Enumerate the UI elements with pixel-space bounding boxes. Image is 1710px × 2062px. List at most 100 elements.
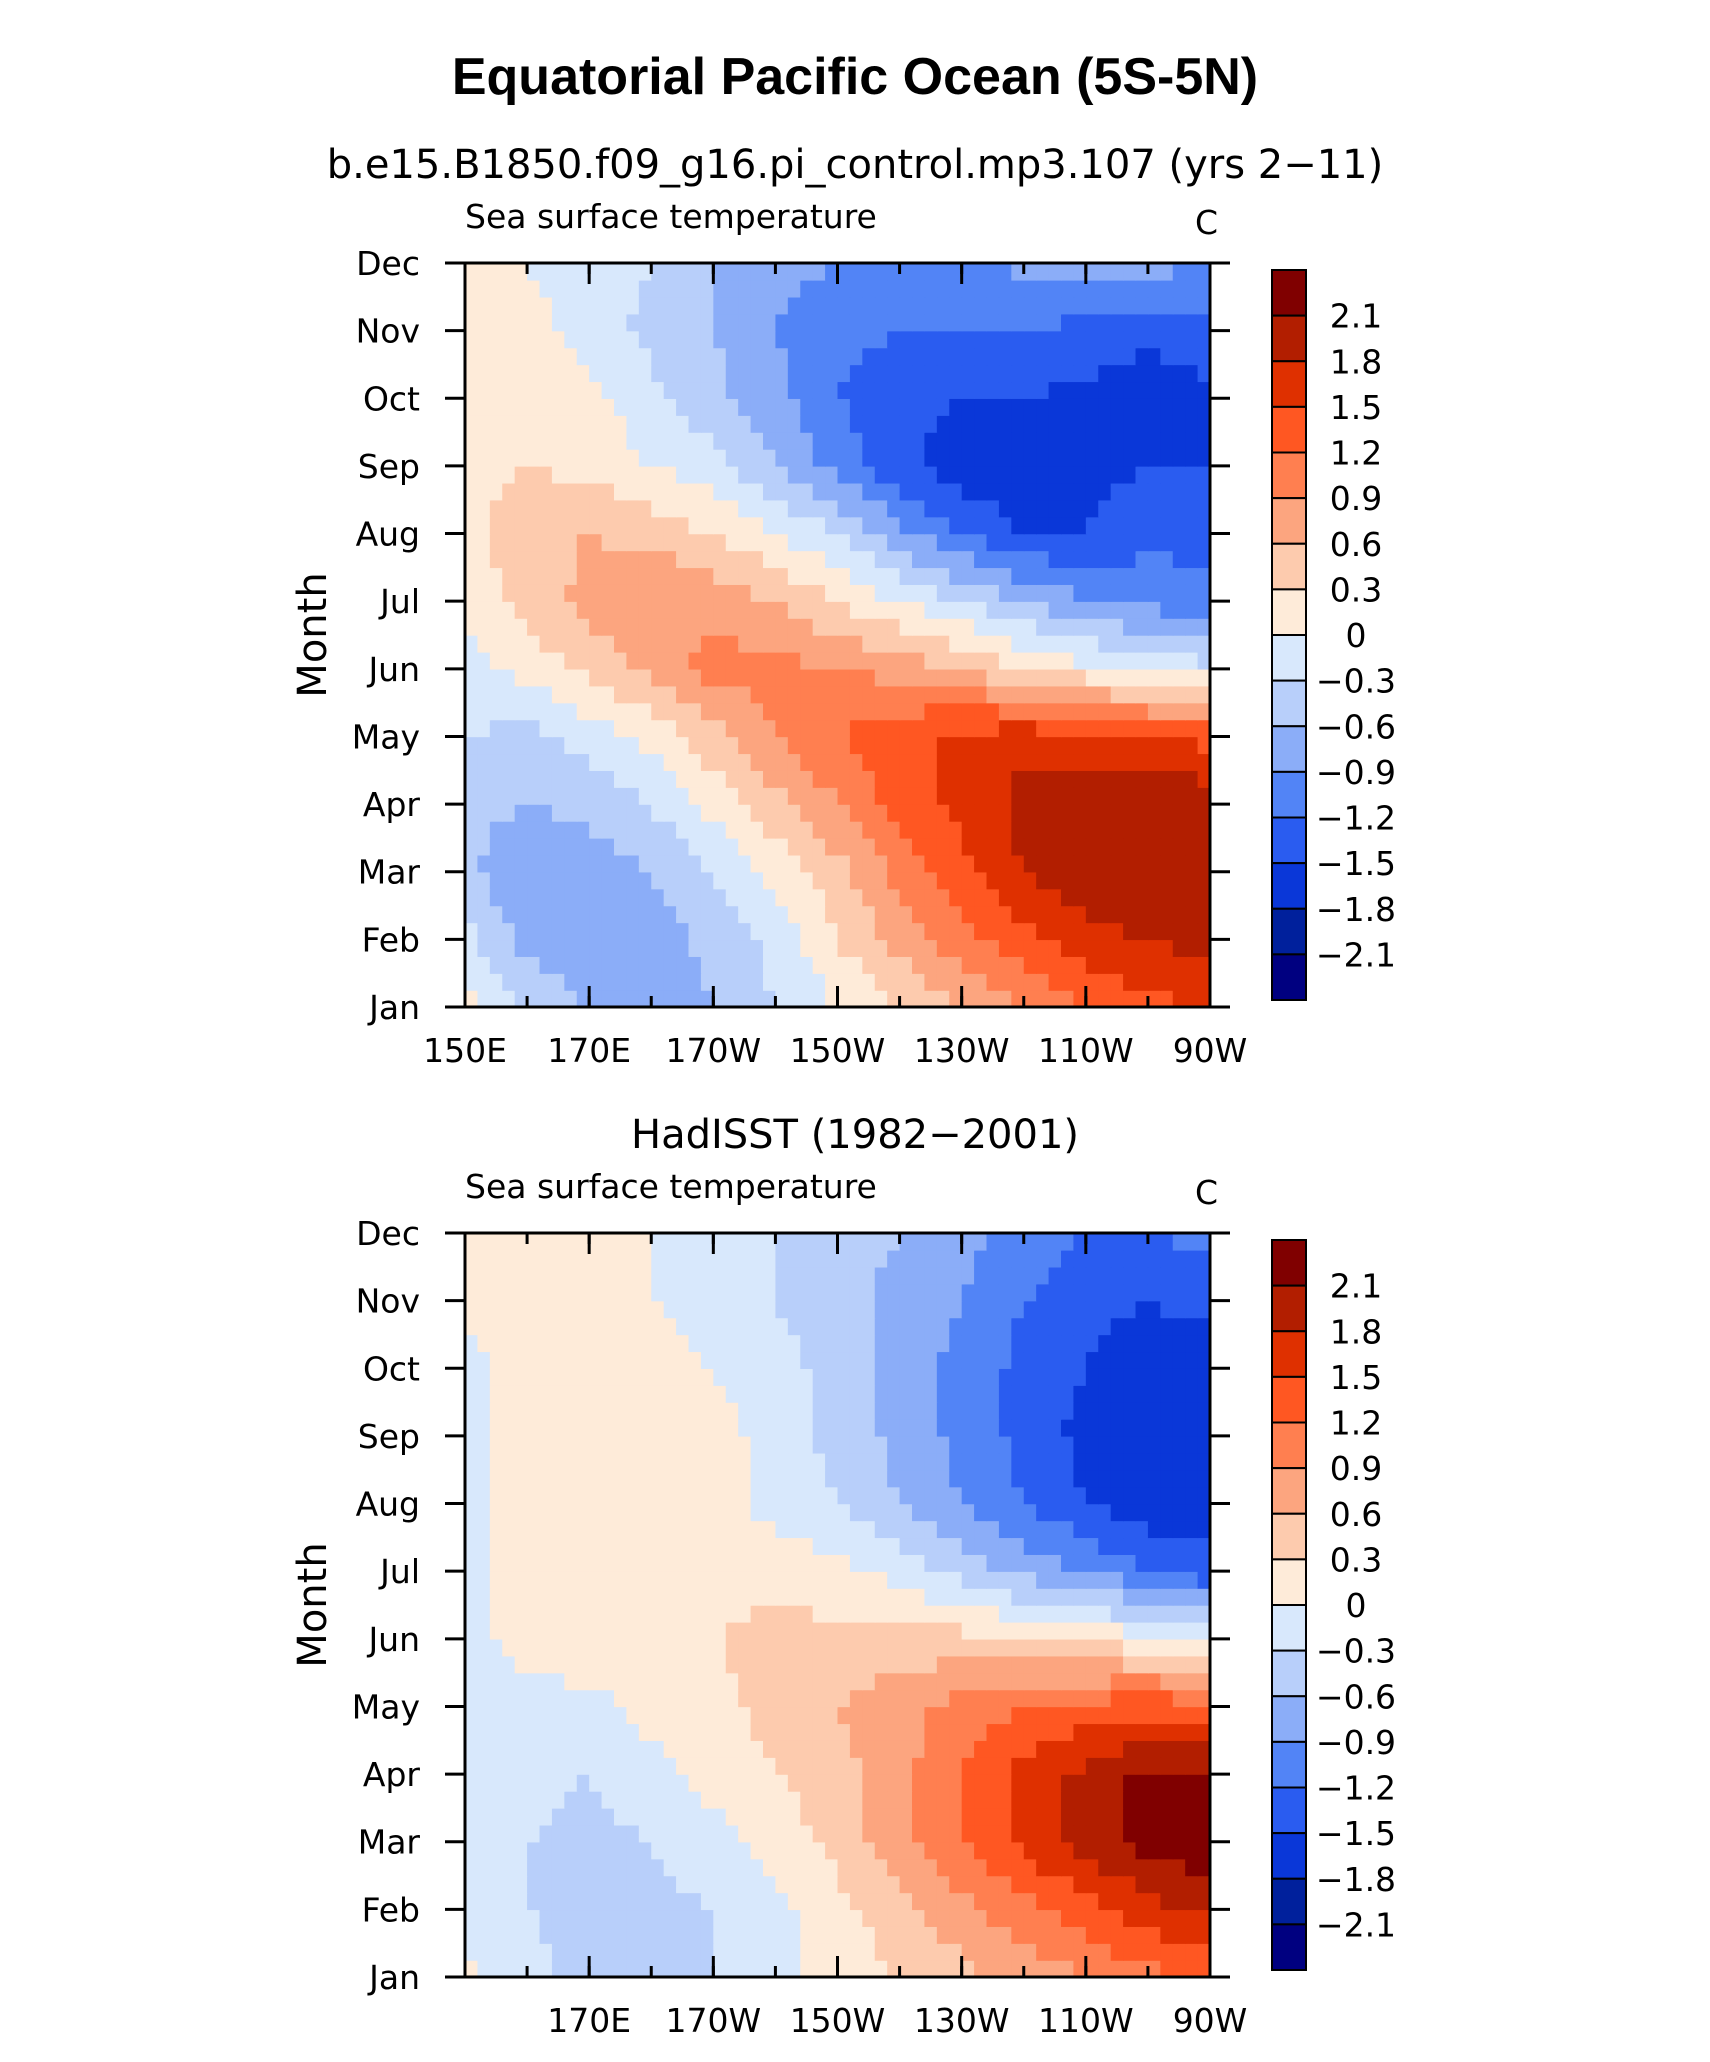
field-cell — [800, 753, 814, 771]
field-cell — [564, 465, 578, 484]
field-cell — [825, 1503, 839, 1522]
field-cell — [924, 702, 938, 721]
field-cell — [738, 804, 752, 822]
field-cell — [787, 618, 801, 636]
field-cell — [961, 702, 975, 721]
field-cell — [688, 1960, 702, 1978]
field-cell — [564, 685, 578, 704]
field-cell — [1160, 668, 1174, 687]
field-cell — [527, 804, 541, 822]
field-cell — [763, 1875, 777, 1894]
field-cell — [688, 1351, 702, 1369]
field-cell — [800, 1537, 814, 1555]
field-cell — [1185, 296, 1199, 315]
field-cell — [688, 939, 702, 957]
field-cell — [912, 1469, 926, 1488]
field-cell — [1160, 1824, 1174, 1843]
field-cell — [862, 1909, 876, 1927]
field-cell — [899, 263, 913, 281]
field-cell — [676, 381, 690, 399]
field-cell — [912, 567, 926, 585]
field-cell — [564, 939, 578, 957]
field-cell — [961, 449, 975, 467]
field-cell — [924, 1960, 938, 1978]
field-cell — [676, 499, 690, 518]
field-cell — [626, 601, 640, 619]
field-cell — [750, 1943, 764, 1961]
field-cell — [986, 973, 1000, 991]
field-cell — [899, 364, 913, 383]
field-cell — [1160, 922, 1174, 941]
field-cell — [465, 702, 479, 721]
field-cell — [502, 296, 516, 315]
field-cell — [1110, 1740, 1124, 1758]
field-cell — [477, 1824, 491, 1843]
field-cell — [514, 415, 528, 433]
field-cell — [1185, 449, 1199, 467]
field-cell — [936, 1875, 950, 1894]
field-cell — [1011, 1774, 1025, 1792]
field-cell — [601, 567, 615, 585]
field-cell — [663, 1605, 677, 1623]
field-cell — [775, 1571, 789, 1589]
field-cell — [924, 1537, 938, 1555]
field-cell — [601, 1723, 615, 1741]
field-cell — [1036, 770, 1050, 788]
field-cell — [527, 888, 541, 907]
field-cell — [1147, 618, 1162, 636]
field-cell — [974, 567, 988, 585]
field-cell — [725, 279, 739, 298]
field-cell — [775, 1875, 789, 1894]
field-cell — [1135, 1706, 1149, 1725]
field-cell — [1110, 956, 1124, 974]
field-cell — [638, 922, 652, 941]
field-cell — [862, 888, 876, 907]
field-cell — [1023, 905, 1037, 924]
field-cell — [986, 381, 1000, 399]
field-cell — [1147, 1689, 1162, 1708]
field-cell — [887, 1452, 901, 1471]
field-cell — [974, 618, 988, 636]
field-cell — [1023, 956, 1037, 974]
field-cell — [1197, 533, 1211, 552]
field-cell — [961, 279, 975, 298]
field-cell — [949, 263, 963, 281]
field-cell — [1197, 415, 1211, 433]
field-cell — [837, 1435, 851, 1454]
field-cell — [775, 1689, 789, 1708]
field-cell — [1085, 651, 1099, 670]
field-cell — [849, 888, 864, 907]
field-cell — [812, 347, 826, 366]
field-cell — [527, 1926, 541, 1944]
field-cell — [974, 1960, 988, 1978]
field-cell — [601, 1351, 615, 1369]
field-cell — [663, 618, 677, 636]
field-cell — [849, 635, 864, 653]
field-cell — [651, 1943, 665, 1961]
field-cell — [676, 1621, 690, 1640]
field-cell — [564, 1621, 578, 1640]
field-cell — [837, 1672, 851, 1691]
field-cell — [614, 685, 628, 704]
field-cell — [763, 635, 777, 653]
field-cell — [874, 398, 888, 416]
field-cell — [1048, 432, 1062, 450]
field-cell — [589, 668, 603, 687]
field-cell — [1160, 601, 1174, 619]
field-cell — [1098, 465, 1112, 484]
field-cell — [1085, 1655, 1099, 1674]
field-cell — [638, 956, 652, 974]
field-cell — [738, 1368, 752, 1386]
field-cell — [800, 601, 814, 619]
field-cell — [986, 465, 1000, 484]
field-cell — [1160, 1621, 1174, 1640]
field-cell — [527, 364, 541, 383]
field-cell — [1036, 1605, 1050, 1623]
field-cell — [1098, 449, 1112, 467]
field-cell — [663, 465, 677, 484]
field-cell — [638, 1943, 652, 1961]
field-cell — [688, 1402, 702, 1420]
field-cell — [750, 1892, 764, 1911]
field-cell — [787, 922, 801, 941]
field-cell — [676, 1960, 690, 1978]
